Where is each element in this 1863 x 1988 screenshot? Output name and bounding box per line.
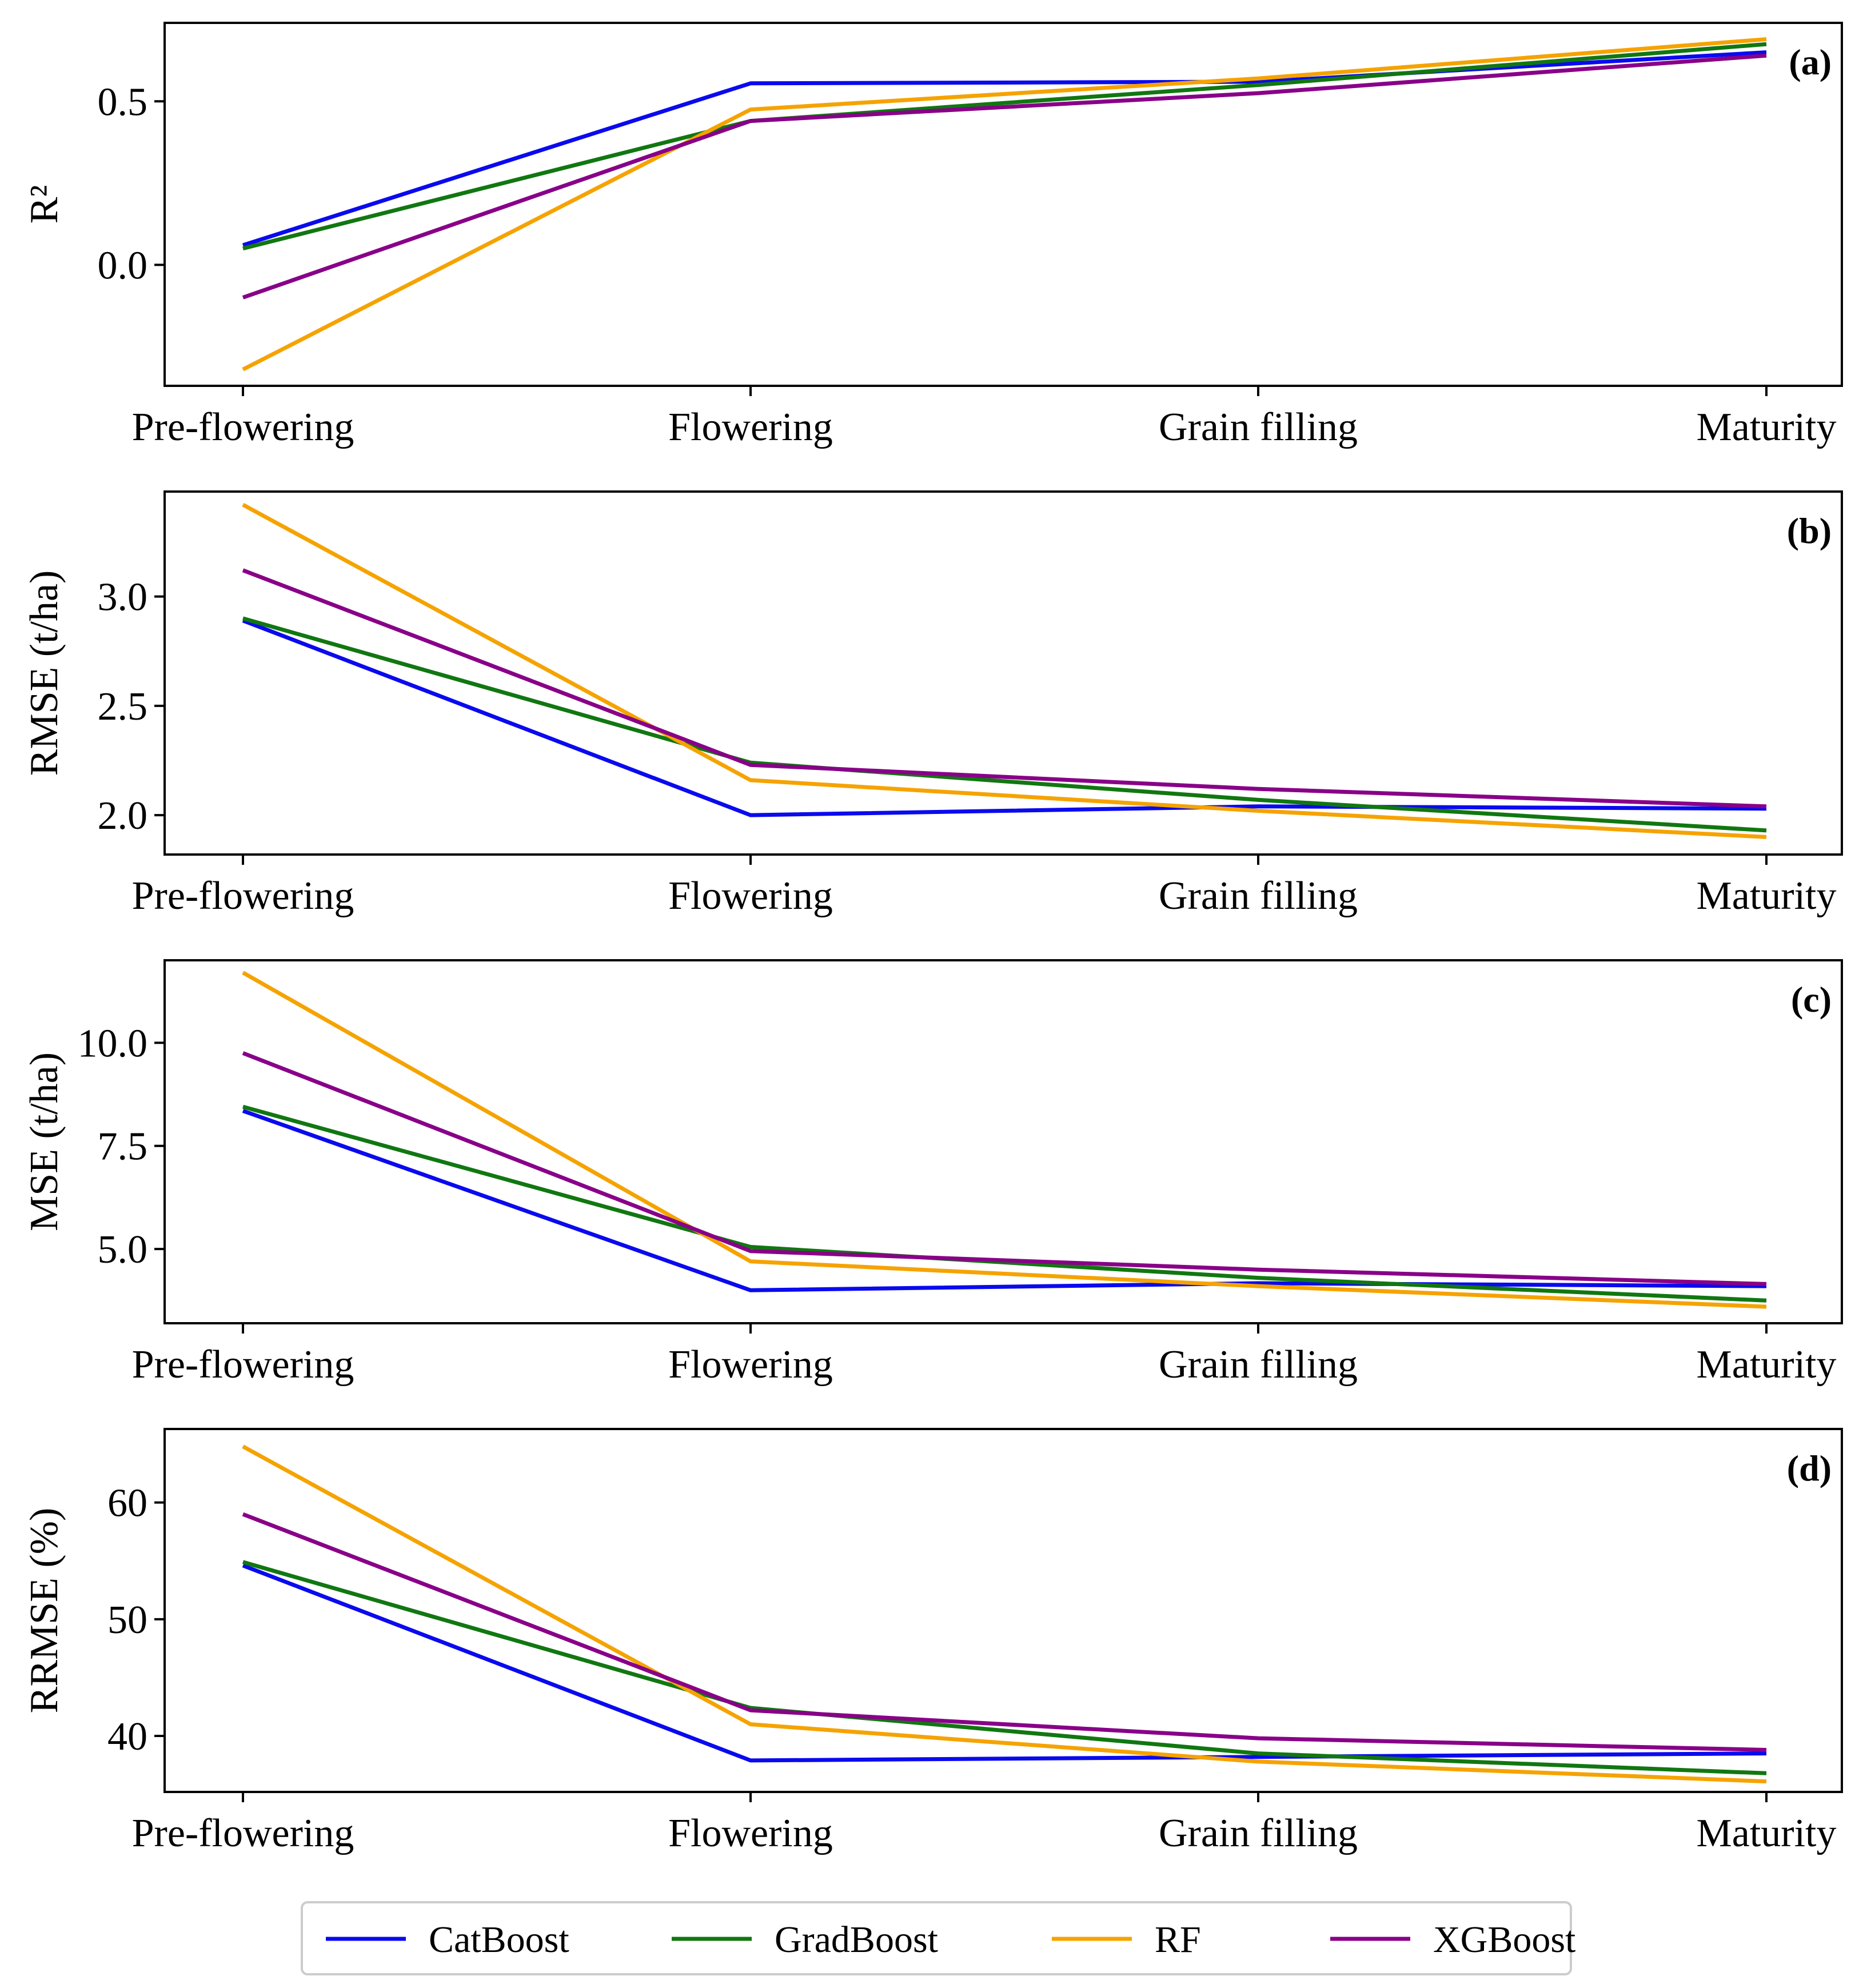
series-line-gradboost [242, 616, 1767, 833]
panel-tag: (c) [1791, 979, 1832, 1020]
x-tick-label: Maturity [1697, 874, 1837, 918]
series-line-xgboost [242, 53, 1767, 300]
legend-box [301, 1901, 1572, 1975]
panel-tag: (a) [1789, 42, 1832, 82]
plot-frame [163, 959, 1843, 1324]
series-line-xgboost [242, 1051, 1767, 1286]
plot-frame [163, 1428, 1843, 1793]
panel-tag: (b) [1787, 510, 1832, 551]
y-tick-label: 10.0 [78, 1021, 148, 1065]
x-tick-label: Pre-flowering [132, 1343, 354, 1387]
x-tick-label: Grain filling [1159, 405, 1358, 449]
panel-2: 2.0 2.5 3.0 Pre-flowering Flowering Grain fil… [22, 490, 1843, 918]
legend-label-xgboost: XGBoost [1433, 1919, 1575, 1961]
series-line-catboost [242, 50, 1767, 247]
plot-frame [163, 490, 1843, 856]
y-axis-label: MSE (t/ha) [22, 1052, 66, 1231]
x-tick-label: Maturity [1697, 405, 1837, 449]
x-tick-label: Pre-flowering [132, 405, 354, 449]
y-axis-label: R² [22, 185, 66, 224]
legend-label-rf: RF [1155, 1919, 1201, 1961]
x-tick-label: Maturity [1697, 1811, 1837, 1855]
x-tick-label: Flowering [668, 874, 833, 918]
legend-label-gradboost: GradBoost [775, 1919, 938, 1961]
series-line-rf [242, 502, 1767, 839]
series-line-xgboost [242, 1512, 1767, 1752]
series-line-gradboost [242, 1104, 1767, 1303]
series-line-catboost [242, 1563, 1767, 1763]
x-tick-label: Pre-flowering [132, 1811, 354, 1855]
x-tick-label: Grain filling [1159, 1343, 1358, 1387]
y-axis-label: RMSE (t/ha) [22, 570, 66, 776]
plot-frame [163, 22, 1843, 387]
panel-1: 0.0 0.5 Pre-flowering Flowering Grain fillin… [22, 22, 1843, 449]
x-tick-label: Grain filling [1159, 1811, 1358, 1855]
panel-tag: (d) [1787, 1448, 1832, 1488]
x-tick-label: Grain filling [1159, 874, 1358, 918]
y-tick-label: 2.5 [98, 685, 148, 729]
x-tick-label: Flowering [668, 1343, 833, 1387]
series-line-rf [242, 971, 1767, 1309]
x-tick-label: Maturity [1697, 1343, 1837, 1387]
legend: CatBoost GradBoost RF XGBoost [301, 1901, 1575, 1975]
series-line-gradboost [242, 42, 1767, 251]
series-line-gradboost [242, 1560, 1767, 1775]
y-tick-label: 3.0 [98, 576, 148, 620]
y-tick-label: 0.5 [98, 80, 148, 124]
legend-label-catboost: CatBoost [429, 1919, 569, 1961]
y-tick-label: 7.5 [98, 1125, 148, 1169]
series-line-xgboost [242, 568, 1767, 809]
series-line-rf [242, 1444, 1767, 1784]
series-line-rf [242, 37, 1767, 372]
x-tick-label: Pre-flowering [132, 874, 354, 918]
x-tick-label: Flowering [668, 405, 833, 449]
y-tick-label: 2.0 [98, 794, 148, 838]
y-tick-label: 50 [107, 1598, 147, 1642]
panel-3: 5.0 7.5 10.0 Pre-flowering Flowering Grain fi… [22, 959, 1843, 1387]
y-tick-label: 60 [107, 1482, 147, 1526]
series-line-catboost [242, 618, 1767, 817]
y-axis-label: RRMSE (%) [22, 1508, 66, 1714]
series-line-catboost [242, 1109, 1767, 1292]
panel-4: 40 50 60 Pre-flowering Flowering Grain fillin… [22, 1428, 1843, 1855]
y-tick-label: 0.0 [98, 243, 148, 288]
x-tick-label: Flowering [668, 1811, 833, 1855]
y-tick-label: 40 [107, 1715, 147, 1759]
y-tick-label: 5.0 [98, 1228, 148, 1272]
